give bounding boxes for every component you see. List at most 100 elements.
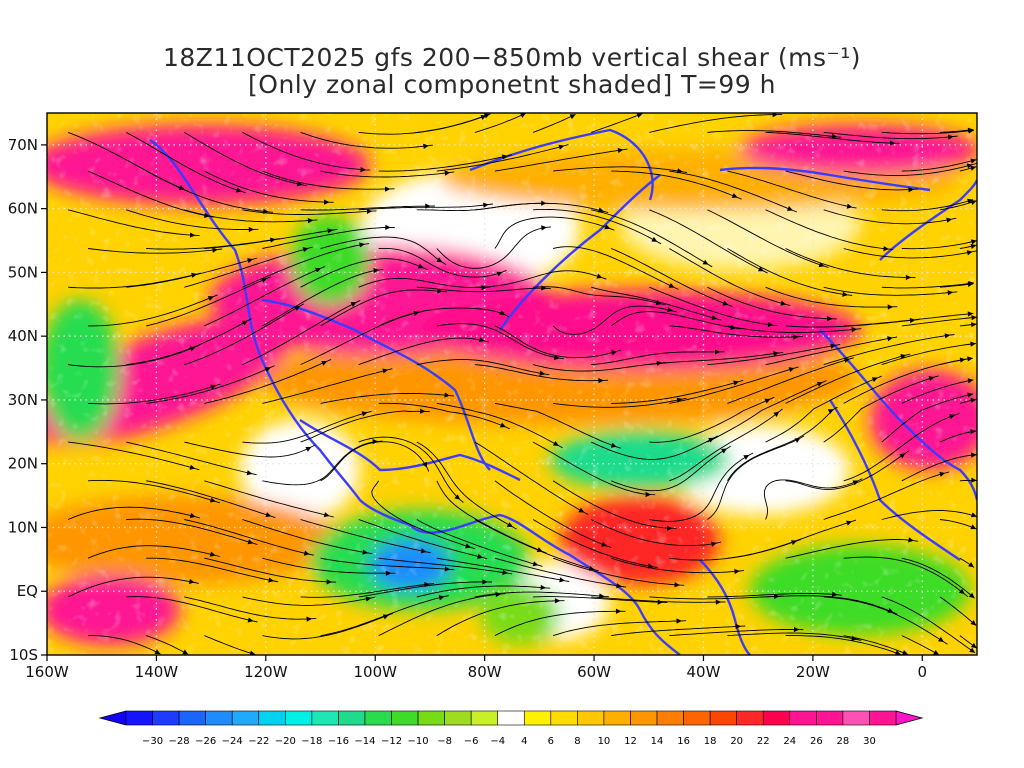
streamline (320, 170, 455, 178)
streamline (881, 393, 974, 443)
streamline-arrowhead (967, 198, 974, 204)
lat-tick-label: 10N (8, 518, 38, 536)
colorbar-label: 30 (863, 736, 876, 747)
streamline (939, 596, 977, 626)
streamline (494, 325, 622, 359)
streamline-arrowhead (970, 199, 977, 205)
streamline-arrowhead (967, 356, 973, 362)
streamline (552, 305, 678, 335)
colorbar-swatch (497, 710, 525, 726)
streamline (416, 286, 551, 293)
streamline-arrowhead (247, 258, 254, 264)
streamline-arrowhead (967, 311, 974, 317)
streamline (474, 364, 609, 382)
streamline-arrowhead (477, 553, 484, 559)
streamline (358, 581, 493, 598)
streamline (494, 402, 621, 449)
streamline-arrowhead (615, 608, 622, 614)
streamline-arrowhead (735, 623, 741, 630)
streamline-arrowhead (949, 414, 956, 420)
streamline (320, 289, 447, 327)
colorbar-label: −20 (275, 736, 296, 747)
streamline-arrowhead (851, 327, 858, 333)
streamline (474, 270, 607, 288)
streamline-arrowhead (710, 541, 717, 547)
streamline-arrowhead (666, 307, 673, 313)
streamline-arrowhead (382, 368, 389, 374)
streamline (88, 248, 223, 254)
streamline-arrowhead (444, 392, 450, 398)
streamline-arrowhead (947, 134, 954, 140)
streamline (358, 519, 488, 560)
streamline-arrowhead (970, 158, 977, 164)
streamline-arrowhead (787, 206, 793, 211)
streamline (591, 286, 722, 321)
streamline-arrowhead (969, 647, 976, 653)
streamline (242, 410, 372, 444)
streamline (727, 248, 853, 296)
streamline (939, 430, 977, 443)
streamline (707, 209, 829, 268)
streamline (533, 286, 666, 306)
streamline-arrowhead (830, 343, 837, 349)
streamline-arrowhead (905, 274, 912, 281)
lon-tick-label: 0 (918, 663, 928, 681)
streamline (87, 545, 220, 559)
streamline (242, 243, 370, 288)
streamline-arrowhead (327, 228, 334, 234)
streamline (881, 510, 977, 520)
streamline (184, 246, 313, 288)
streamline (87, 170, 214, 218)
streamline (765, 375, 882, 443)
streamline-arrowhead (495, 591, 502, 598)
streamline-arrowhead (966, 163, 973, 169)
streamline-arrowhead (188, 578, 195, 584)
streamline-arrowhead (578, 507, 585, 513)
streamline-arrowhead (720, 448, 727, 454)
streamline (68, 272, 202, 289)
streamline (823, 286, 958, 296)
streamline (494, 610, 626, 637)
streamline-arrowhead (793, 626, 800, 633)
streamline-arrowhead (818, 262, 825, 268)
lon-tick-label: 120W (244, 663, 288, 681)
colorbar-swatch (683, 710, 711, 726)
streamline (262, 170, 395, 190)
streamline (669, 629, 804, 637)
streamline-arrowhead (908, 537, 914, 543)
streamline-arrowhead (900, 353, 907, 360)
streamline (126, 441, 257, 476)
streamline-arrowhead (731, 193, 738, 198)
streamline (843, 635, 909, 655)
streamline-arrowhead (552, 440, 559, 446)
streamline-arrowhead (676, 618, 682, 624)
colorbar-swatch (205, 710, 233, 726)
colorbar-label: 16 (677, 736, 690, 747)
streamline (371, 480, 476, 550)
streamline-arrowhead (264, 367, 271, 372)
streamline (901, 316, 977, 327)
streamline (552, 480, 677, 529)
streamline-arrowhead (780, 300, 787, 306)
streamline-arrowhead (970, 397, 977, 404)
streamline-arrowhead (483, 113, 490, 119)
streamline (88, 383, 221, 405)
streamline (262, 227, 395, 249)
streamline-arrowhead (967, 127, 974, 133)
streamline-arrowhead (617, 147, 624, 154)
streamline (416, 519, 543, 567)
streamline (67, 506, 200, 520)
streamline-arrowhead (207, 296, 214, 301)
streamline (494, 480, 612, 548)
streamline-arrowhead (722, 300, 729, 306)
streamline (707, 130, 842, 138)
streamline (785, 635, 902, 655)
latitude-axis: 70N 60N 50N 40N 30N 20N 10N EQ 10S (8, 136, 47, 664)
streamline-arrowhead (323, 512, 330, 518)
streamline-arrowhead (541, 225, 547, 231)
streamline (474, 441, 589, 515)
streamline (707, 343, 841, 366)
streamline (591, 113, 643, 133)
streamline-arrowhead (967, 281, 974, 288)
streamline (649, 351, 784, 366)
